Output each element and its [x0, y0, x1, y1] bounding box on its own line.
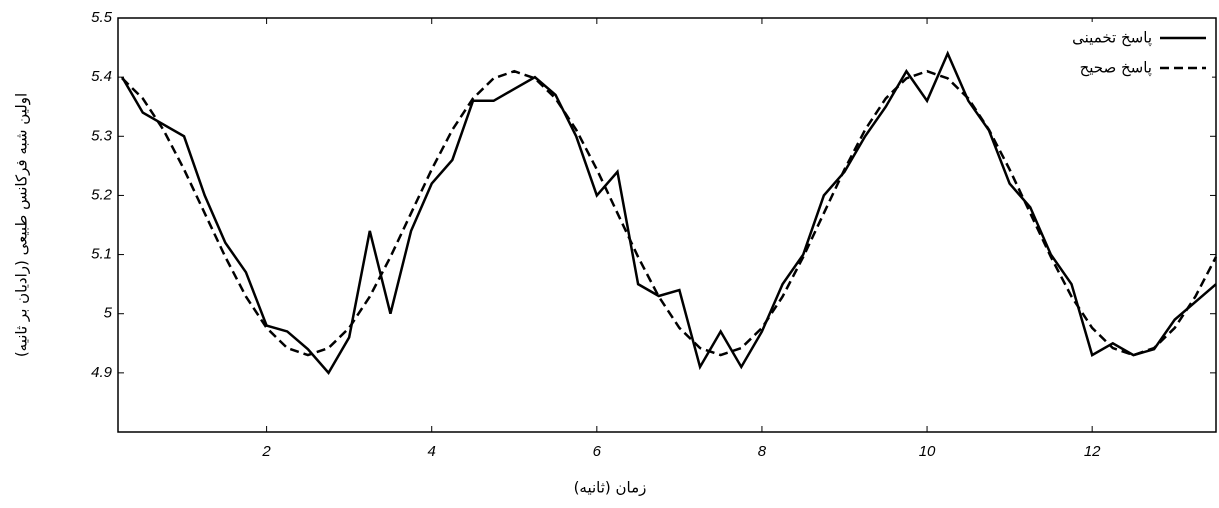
y-tick-label: 5.1	[91, 246, 112, 263]
legend-box	[966, 22, 1212, 86]
x-tick-label: 2	[261, 443, 271, 460]
series-line	[121, 50, 1217, 375]
series-line	[121, 69, 1218, 357]
x-tick-label: 4	[428, 443, 436, 460]
plot-frame	[117, 17, 1217, 433]
x-tick-label: 12	[1084, 443, 1101, 460]
y-tick-label: 5.3	[91, 127, 113, 144]
y-tick-label: 4.9	[91, 364, 113, 381]
y-axis-label: اولین شبه فرکانس طبیعی (رادیان بر ثانیه)	[13, 93, 31, 357]
legend-label: پاسخ تخمینی	[1072, 29, 1152, 48]
x-axis-label: زمان (ثانیه)	[574, 479, 647, 497]
y-tick-label: 5.2	[91, 186, 113, 203]
x-tick-label: 8	[758, 443, 767, 460]
legend-label: پاسخ صحیح	[1080, 59, 1152, 78]
x-tick-label: 6	[593, 443, 602, 460]
y-tick-label: 5.4	[91, 68, 112, 85]
y-tick-label: 5	[104, 305, 113, 322]
y-tick-label: 5.5	[91, 9, 113, 26]
x-tick-label: 10	[919, 443, 936, 460]
